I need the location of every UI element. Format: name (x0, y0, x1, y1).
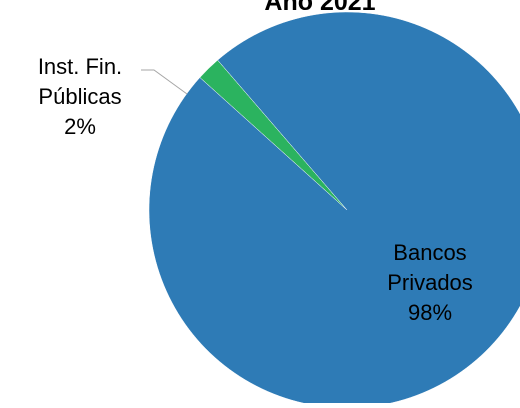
label-inst-fin-publicas: Inst. Fin. Públicas 2% (38, 54, 122, 139)
data-label-value: 98% (408, 300, 452, 325)
leader-line (141, 69, 188, 95)
slice-labels: Bancos Privados 98% Inst. Fin. Públicas 2% (38, 54, 473, 325)
pie-slices (148, 11, 520, 408)
data-label-category: Públicas (38, 84, 121, 109)
data-label-value: 2% (64, 114, 96, 139)
label-bancos-privados: Bancos Privados 98% (387, 240, 473, 325)
data-label-category: Privados (387, 270, 473, 295)
data-label-category: Inst. Fin. (38, 54, 122, 79)
data-label-category: Bancos (393, 240, 466, 265)
slice-bancos-privados (148, 11, 520, 408)
